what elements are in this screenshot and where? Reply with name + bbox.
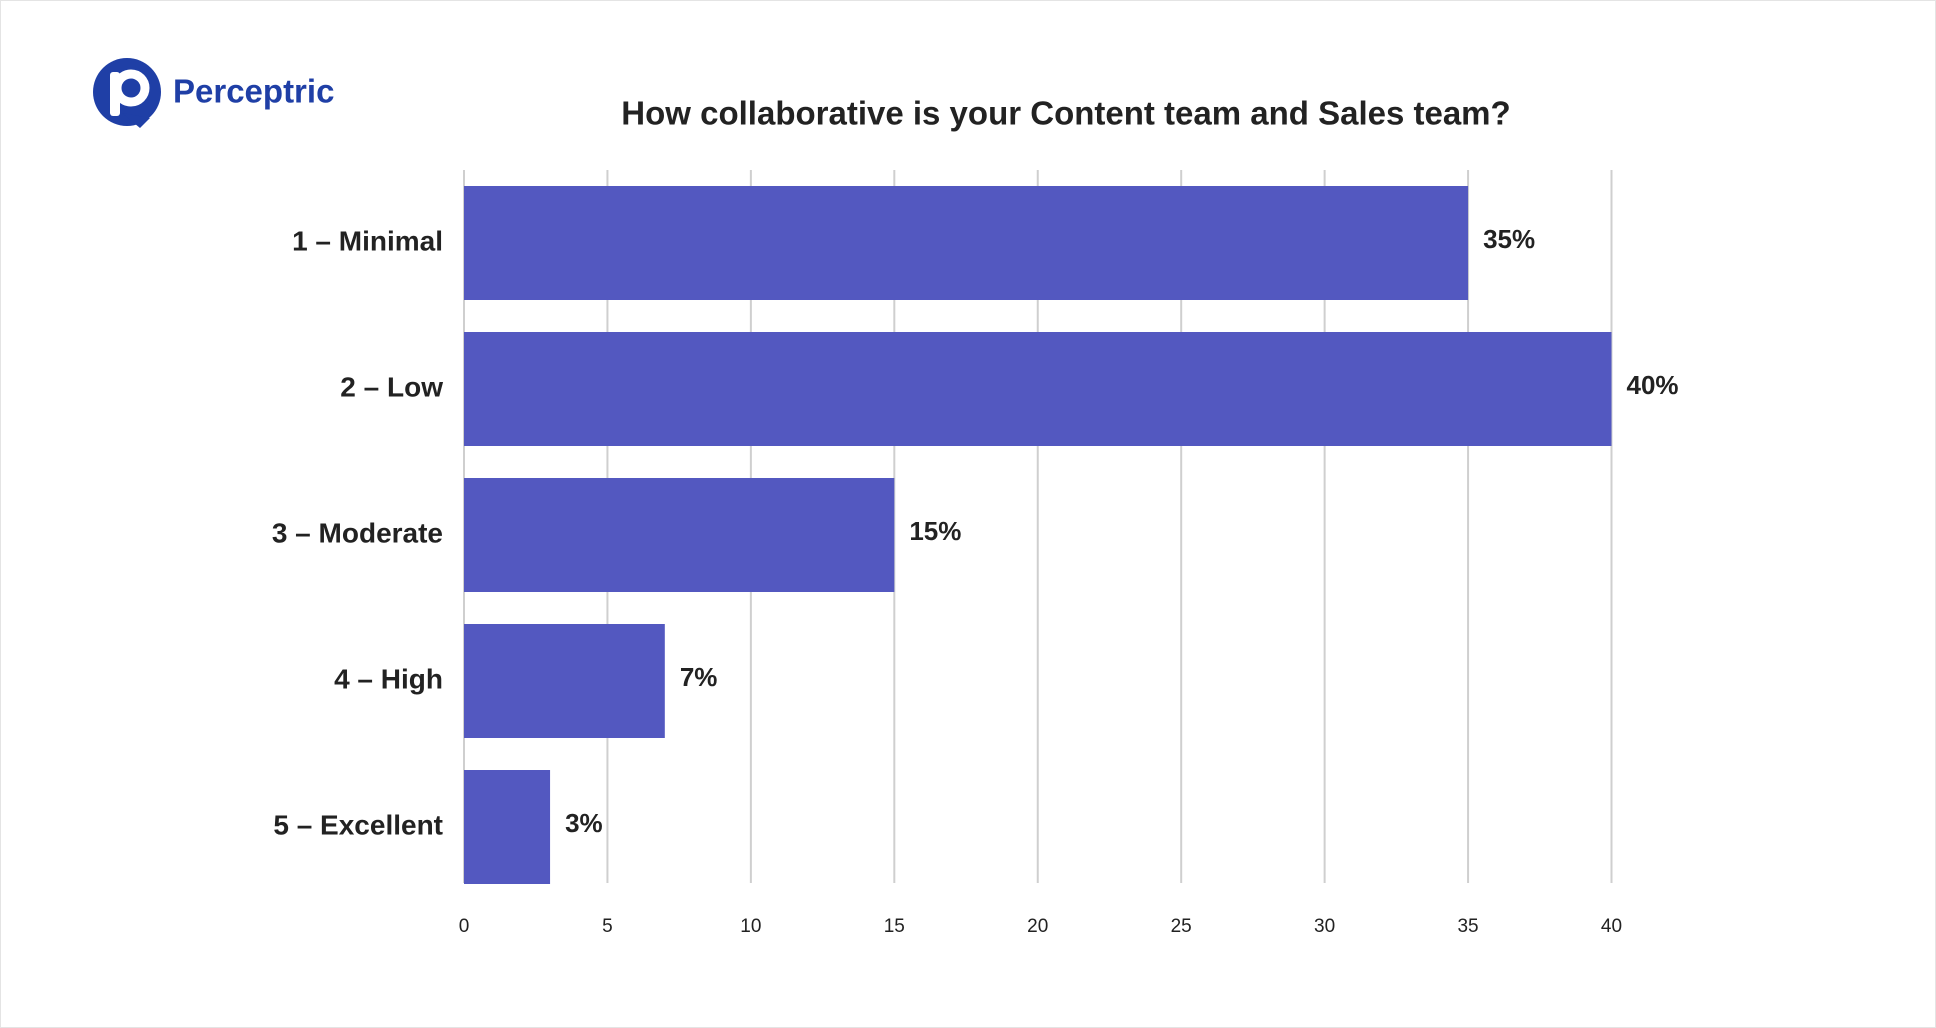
x-tick-label: 10	[740, 916, 761, 937]
x-tick-label: 0	[459, 916, 470, 937]
bar	[464, 478, 895, 592]
bar	[464, 332, 1612, 446]
logo-bowl	[112, 69, 150, 107]
value-label: 40%	[1627, 370, 1679, 400]
bar	[464, 624, 665, 738]
logo-tail	[122, 113, 150, 128]
y-tick-label: 2 – Low	[340, 371, 443, 402]
x-tick-label: 15	[884, 916, 905, 937]
x-tick-label: 25	[1171, 916, 1192, 937]
y-tick-label: 4 – High	[334, 663, 443, 694]
bar	[464, 770, 551, 884]
x-tick-label: 20	[1027, 916, 1048, 937]
x-tick-label: 5	[602, 916, 613, 937]
y-tick-label: 5 – Excellent	[273, 809, 443, 840]
value-label: 3%	[565, 808, 603, 838]
brand-name: Perceptric	[173, 73, 334, 110]
value-label: 7%	[680, 662, 718, 692]
bar	[464, 186, 1469, 300]
x-tick-label: 30	[1314, 916, 1335, 937]
value-label: 15%	[909, 516, 961, 546]
y-tick-label: 3 – Moderate	[272, 517, 443, 548]
chart-title: How collaborative is your Content team a…	[621, 95, 1510, 132]
x-tick-label: 40	[1601, 916, 1622, 937]
y-tick-label: 1 – Minimal	[292, 225, 443, 256]
logo	[93, 58, 161, 128]
value-label: 35%	[1483, 224, 1535, 254]
x-tick-label: 35	[1457, 916, 1478, 937]
